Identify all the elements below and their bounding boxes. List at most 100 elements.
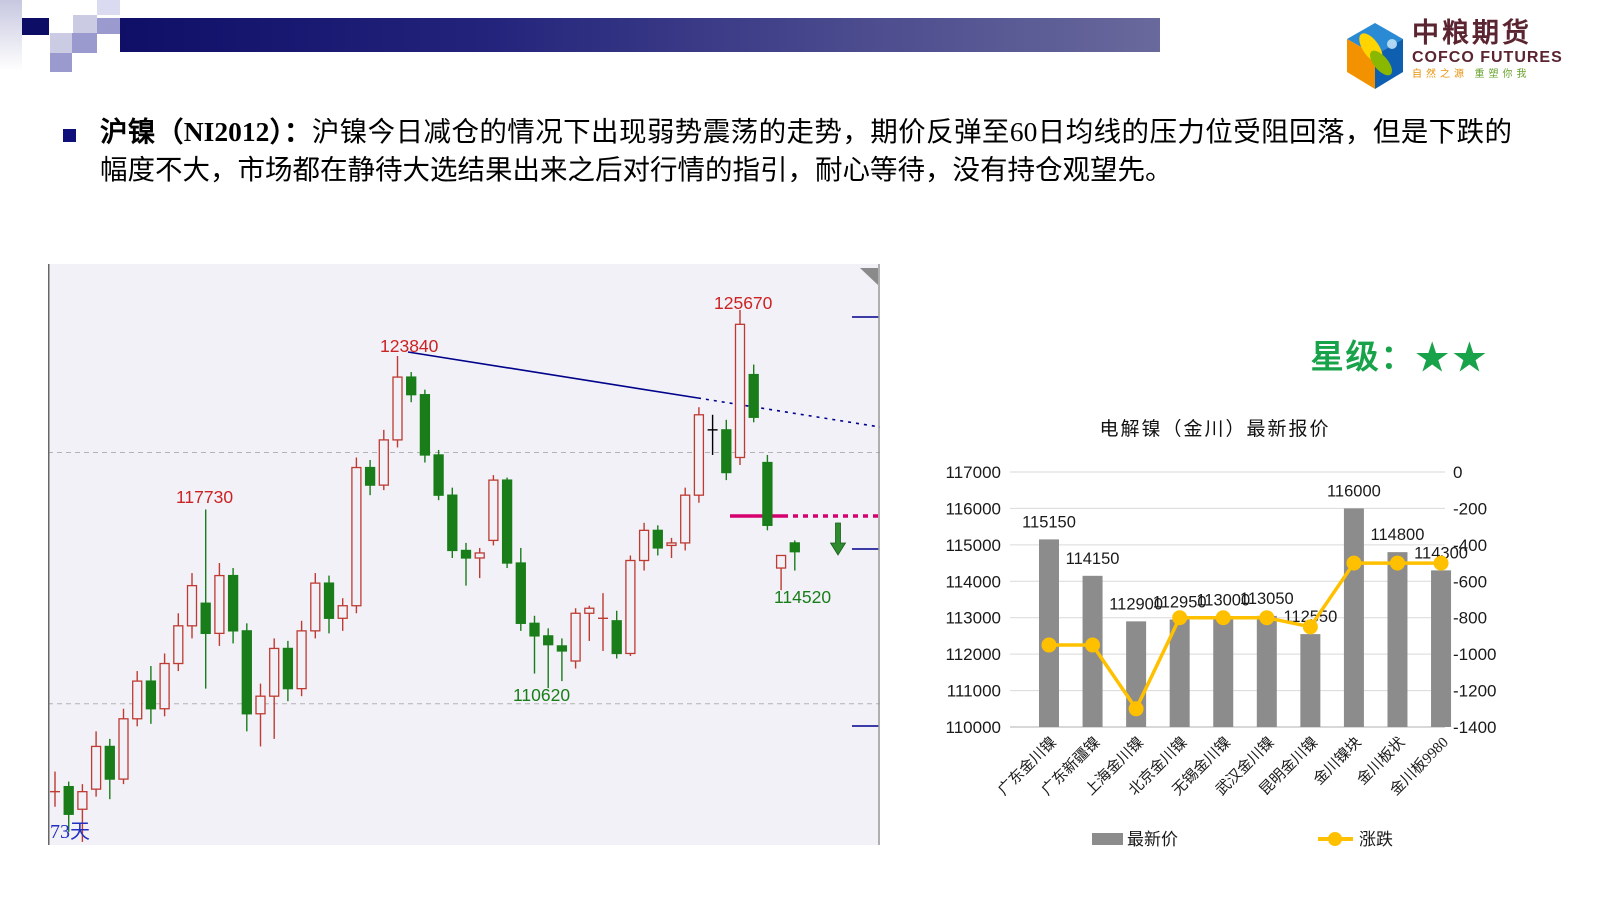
right-axis-label: -400 [1453,536,1487,555]
bar-value-label: 113050 [1240,590,1294,608]
line-marker [1346,555,1362,571]
bar [1039,539,1059,727]
price-annotation: 125670 [714,293,773,313]
candle-body [734,323,746,459]
legend-bar-swatch [1092,833,1123,845]
bar-value-label: 112950 [1153,594,1207,612]
summary-contract-label: 沪镍（NI2012）： [100,116,312,147]
candle-body [652,529,663,549]
line-marker [1259,610,1275,626]
legend-bar-label: 最新价 [1127,830,1178,849]
decor-square-pale [97,0,120,15]
candle-body [693,414,705,496]
candle-body [460,549,472,559]
left-axis-label: 114000 [946,572,1001,591]
left-axis-label: 113000 [946,609,1001,628]
candle-body [337,605,348,619]
candle-body [680,494,691,544]
candle-body [227,574,239,632]
candle-body [433,454,444,496]
trendline-solid [407,351,699,399]
change-line [1049,561,1442,713]
bar [1387,552,1408,727]
right-axis-label: -200 [1453,499,1487,518]
price-annotation: 114520 [774,587,831,607]
decor-square-med-1 [97,18,120,34]
summary-text: 沪镍今日减仓的情况下出现弱势震荡的走势，期价反弹至60日均线的压力位受阻回落，但… [100,116,1513,185]
decor-square-navy [22,18,49,35]
line-marker [1302,619,1318,635]
star-icons: ★★ [1415,338,1490,379]
candlestick-chart: 123840 125670 117730 110620 114520 73天 [48,264,881,845]
candle-body [118,718,129,780]
decor-square-light-1 [73,15,97,33]
price-annotation: 117730 [176,487,233,507]
candle-body [173,625,184,665]
candle-body [666,542,677,547]
star-rating: 星级：★★ [1240,330,1490,380]
candle-body [186,584,198,627]
combo-chart-panel: 115150 114150 112900 112950 113000 113050 1125… [935,445,1535,860]
right-axis-label: -1200 [1453,682,1496,701]
bar-value-label: 115150 [1022,513,1076,531]
candle-body [282,647,294,690]
candle-body [296,630,307,690]
bar [1213,617,1234,727]
line-marker [1389,555,1405,571]
candle-body [748,373,759,418]
candle-body [584,607,595,614]
candle-body [364,466,376,486]
right-axis-label: -600 [1453,572,1487,591]
period-label: 73天 [50,821,90,843]
legend-line-label: 涨跌 [1359,830,1393,849]
candle-body [762,461,773,526]
candle-body [501,479,513,564]
bar [1431,570,1452,727]
logo-tagline-left: 自然之源 [1412,69,1468,80]
bar-value-label: 114800 [1371,526,1425,544]
left-axis-label: 115000 [946,536,1001,555]
decor-square-med-3 [50,53,72,72]
candle-body [556,645,568,652]
left-axis-label: 117000 [946,463,1001,482]
left-axis-label: 110000 [946,718,1001,737]
logo-tagline-right: 重塑你我 [1474,69,1531,80]
candle-body [77,791,88,810]
candle-body [269,647,280,697]
candle-body [515,562,526,624]
title-bar [120,18,1160,52]
decor-square-med-2 [72,33,97,53]
candle-body [90,745,102,790]
right-axis-label: -800 [1453,609,1487,628]
right-axis-label: 0 [1453,463,1462,482]
decor-gradient-column [0,0,22,71]
bar-value-label: 112550 [1283,608,1337,626]
candle-body [638,529,650,562]
line-marker [1215,610,1231,626]
legend-line-marker-icon [1328,832,1342,846]
candle-body [351,466,362,607]
candle-body [63,785,74,815]
candle-body [721,429,732,474]
bar [1300,634,1321,727]
candle-body [775,554,787,569]
bar-value-label: 112900 [1109,595,1163,613]
cofco-logo-icon [1347,23,1403,89]
candle-body [529,622,540,637]
candle-body [323,582,335,619]
price-annotation: 123840 [380,336,439,356]
candle-body [310,582,321,632]
left-axis-label: 111000 [947,682,1001,701]
bar-value-label: 116000 [1327,482,1381,500]
bar [1169,619,1190,727]
trendline-dashed [697,397,881,428]
candle-body [159,662,170,710]
left-axis-label: 112000 [946,645,1001,664]
corner-handle-icon [860,268,878,285]
bar-value-label: 114300 [1414,544,1468,562]
candle-body [104,745,115,780]
candle-body [255,695,266,715]
right-axis-label: -1000 [1453,645,1496,664]
cofco-logo: 中粮期货 COFCO FUTURES 自然之源 重塑你我 [1340,16,1590,102]
